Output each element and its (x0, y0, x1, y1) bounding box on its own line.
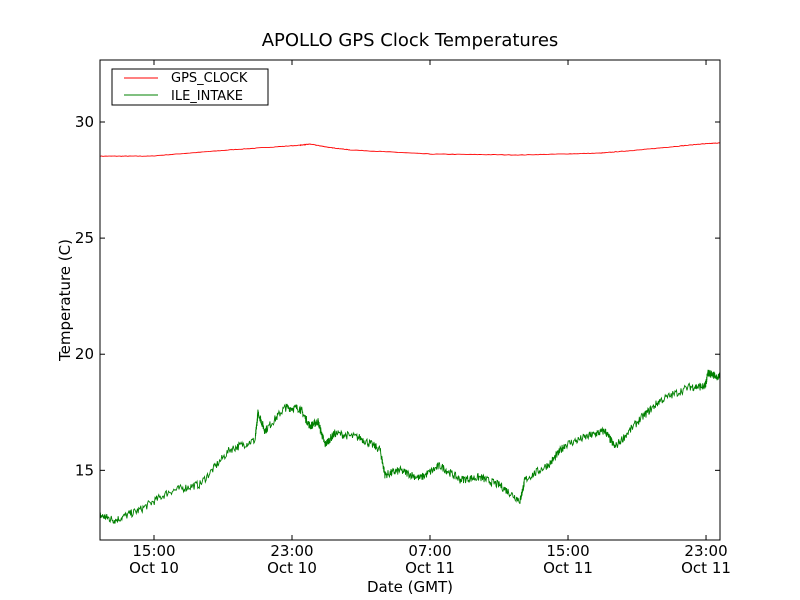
x-tick-label-date: Oct 11 (405, 559, 455, 577)
y-tick-label: 20 (75, 345, 94, 363)
x-axis-label: Date (GMT) (367, 578, 453, 596)
y-tick-label: 25 (75, 229, 94, 247)
y-axis-label: Temperature (C) (56, 239, 74, 362)
chart-title: APOLLO GPS Clock Temperatures (262, 30, 559, 51)
legend-box (111, 68, 269, 106)
series-line-ile-intake (99, 369, 721, 524)
legend-label-gps-clock: GPS_CLOCK (171, 71, 248, 86)
x-tick-label-time: 23:00 (684, 542, 727, 560)
y-tick-label: 15 (75, 461, 94, 479)
series-line-gps-clock (99, 142, 721, 157)
x-tick-label-time: 15:00 (132, 542, 175, 560)
x-tick-label-date: Oct 10 (267, 559, 317, 577)
x-tick-label-time: 23:00 (270, 542, 313, 560)
x-tick-label-date: Oct 11 (543, 559, 593, 577)
y-tick-label: 30 (75, 113, 94, 131)
legend-label-ile-intake: ILE_INTAKE (171, 89, 243, 104)
x-tick-label-date: Oct 10 (129, 559, 179, 577)
x-tick-label-time: 15:00 (546, 542, 589, 560)
plot-frame (99, 59, 721, 541)
x-tick-label-time: 07:00 (408, 542, 451, 560)
legend: GPS_CLOCK ILE_INTAKE (111, 68, 269, 106)
series-layer (99, 142, 721, 524)
x-tick-label-date: Oct 11 (681, 559, 731, 577)
